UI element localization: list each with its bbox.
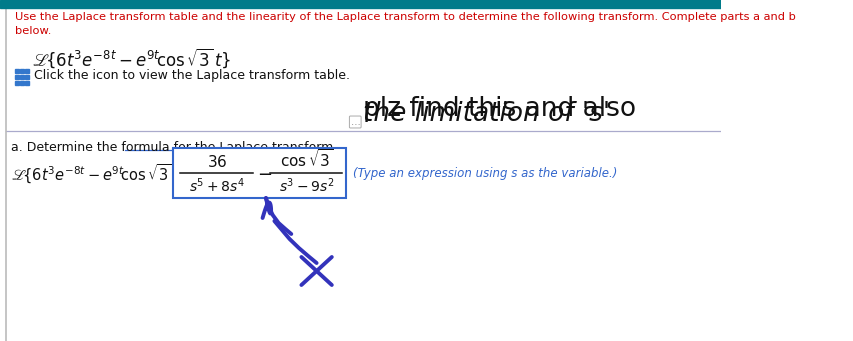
Text: $36$: $36$ [206, 154, 227, 170]
Text: …: … [350, 117, 360, 127]
Text: a. Determine the formula for the Laplace transform.: a. Determine the formula for the Laplace… [11, 141, 337, 154]
Bar [15, 69, 19, 73]
Bar [20, 81, 24, 85]
Bar [173, 148, 345, 198]
Text: $\cos\sqrt{3}$: $\cos\sqrt{3}$ [280, 148, 333, 170]
Text: (Type an expression using s as the variable.): (Type an expression using s as the varia… [352, 166, 617, 179]
Text: the limitation of 's': the limitation of 's' [363, 101, 609, 127]
Text: Use the Laplace transform table and the linearity of the Laplace transform to de: Use the Laplace transform table and the … [15, 12, 795, 22]
Text: below.: below. [15, 26, 51, 36]
Text: plz find this and also: plz find this and also [363, 96, 635, 122]
Text: $s^3-9s^2$: $s^3-9s^2$ [278, 176, 334, 195]
Text: $-$: $-$ [257, 164, 271, 182]
Bar [20, 69, 24, 73]
Text: $\mathscr{L}\!\left\{6t^3e^{-8t}-e^{9t}\!\cos\sqrt{3}\,t\right\}=$: $\mathscr{L}\!\left\{6t^3e^{-8t}-e^{9t}\… [11, 163, 202, 186]
Bar [26, 75, 29, 79]
Text: $\mathscr{L}\!\left\{6t^3e^{-8t}-e^{9t}\!\cos\sqrt{3}\,t\right\}$: $\mathscr{L}\!\left\{6t^3e^{-8t}-e^{9t}\… [32, 46, 231, 70]
Bar [0, 0, 720, 8]
Bar [26, 69, 29, 73]
Bar [20, 75, 24, 79]
Text: $s^5+8s^4$: $s^5+8s^4$ [189, 176, 245, 195]
Bar [15, 81, 19, 85]
Text: Click the icon to view the Laplace transform table.: Click the icon to view the Laplace trans… [34, 69, 350, 82]
Bar [15, 75, 19, 79]
Bar [26, 81, 29, 85]
